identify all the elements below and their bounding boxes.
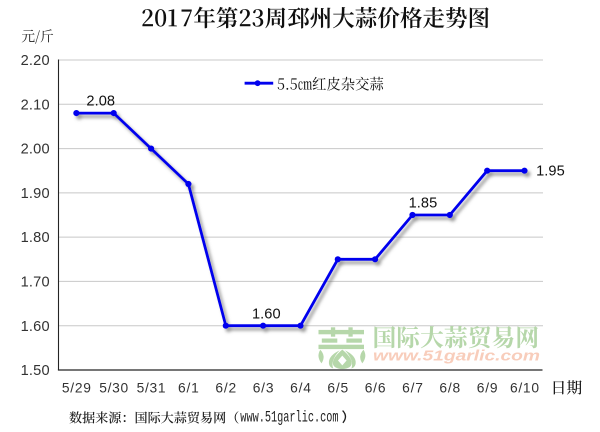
svg-text:1.50: 1.50 (21, 363, 50, 379)
svg-text:6/4: 6/4 (290, 381, 311, 396)
svg-text:2.08: 2.08 (86, 94, 115, 110)
svg-text:6/1: 6/1 (178, 381, 199, 396)
svg-text:1.80: 1.80 (21, 230, 50, 246)
svg-text:1.70: 1.70 (21, 275, 50, 291)
svg-text:1.95: 1.95 (536, 164, 565, 180)
svg-text:6/6: 6/6 (365, 381, 386, 396)
svg-text:5/30: 5/30 (99, 381, 128, 396)
svg-text:www.51garlic.com: www.51garlic.com (240, 410, 338, 428)
svg-text:6/2: 6/2 (215, 381, 236, 396)
svg-text:6/10: 6/10 (510, 381, 539, 396)
svg-text:6/9: 6/9 (477, 381, 498, 396)
svg-text:1.85: 1.85 (409, 195, 438, 211)
svg-text:www.51garlic.com: www.51garlic.com (373, 347, 540, 364)
svg-text:6/8: 6/8 (439, 381, 460, 396)
svg-text:2.10: 2.10 (21, 97, 50, 113)
svg-text:1.60: 1.60 (252, 307, 281, 323)
svg-text:6/7: 6/7 (402, 381, 423, 396)
svg-text:6/5: 6/5 (327, 381, 348, 396)
svg-text:2.00: 2.00 (21, 142, 50, 158)
svg-text:1.60: 1.60 (21, 319, 50, 335)
svg-text:5/31: 5/31 (137, 381, 166, 396)
svg-text:5/29: 5/29 (62, 381, 91, 396)
svg-text:6/3: 6/3 (253, 381, 274, 396)
svg-text:2.20: 2.20 (21, 53, 50, 69)
svg-text:1.90: 1.90 (21, 186, 50, 202)
